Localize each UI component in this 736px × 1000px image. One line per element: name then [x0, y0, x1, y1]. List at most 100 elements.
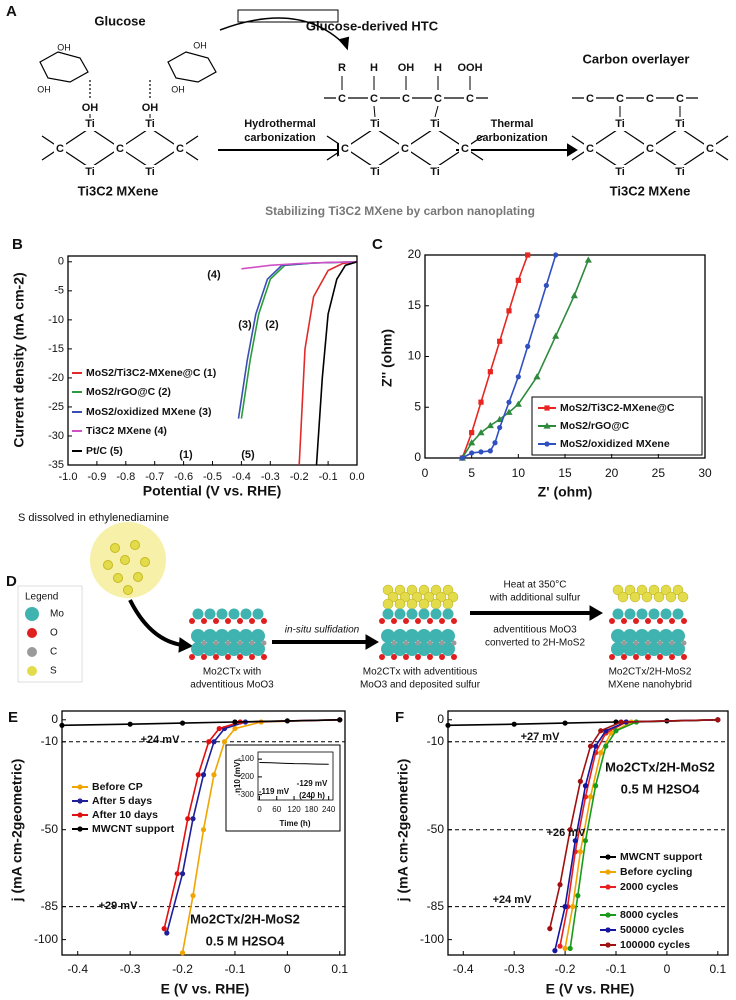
marker [562, 904, 568, 910]
marker [232, 719, 238, 725]
marker [584, 256, 592, 263]
atom-c [213, 640, 219, 646]
x-tick-label: -0.3 [504, 962, 525, 976]
x-tick-label: -0.4 [67, 962, 88, 976]
label: MoO3 and deposited sulfur [360, 680, 481, 691]
label: Ti3C2 MXene [78, 183, 159, 198]
x-tick-label: -0.2 [172, 962, 193, 976]
atom-mo [239, 642, 253, 656]
atom-o [379, 618, 385, 624]
marker [544, 405, 550, 411]
x-tick-label: -0.1 [319, 471, 338, 483]
atom-mo [382, 608, 394, 620]
label: C [586, 93, 594, 105]
atom-o [391, 654, 397, 660]
sulfur-particle [123, 585, 133, 595]
label: Ti3C2 MXene [610, 183, 691, 198]
label: Ti [145, 118, 155, 130]
atom-s [665, 591, 677, 603]
x-tick-label: -0.7 [145, 471, 164, 483]
label: R [338, 62, 346, 74]
annotation: 0.5 M H2SO4 [621, 781, 701, 796]
y-tick-label: 15 [408, 298, 422, 312]
marker [605, 854, 611, 860]
atom-mo [192, 608, 204, 620]
x-tick-label: -0.3 [261, 471, 280, 483]
atom-bg [459, 141, 471, 155]
atom-mo [405, 629, 419, 643]
x-tick-label: -0.1 [225, 962, 246, 976]
x-tick-label: 0.1 [331, 962, 348, 976]
y-tick-label: -50 [427, 822, 445, 836]
y-tick-label: 10 [408, 349, 422, 363]
label: C [370, 93, 378, 105]
atom-o [669, 618, 675, 624]
atom-mo [417, 629, 431, 643]
marker [200, 772, 207, 778]
atom-o [225, 654, 231, 660]
y-tick-label: -30 [48, 430, 64, 442]
marker [486, 421, 494, 429]
marker [487, 369, 493, 375]
label: C [616, 93, 624, 105]
series-line [461, 254, 529, 459]
atom-mo [636, 608, 648, 620]
atom-c [201, 640, 207, 646]
atom-mo [441, 629, 455, 643]
series-line [315, 261, 358, 466]
atom-mo [623, 642, 637, 656]
x-tick-label: -1.0 [59, 471, 78, 483]
atom-s [406, 598, 418, 610]
marker [605, 942, 611, 948]
atom-mo [647, 629, 661, 643]
atom-bg [584, 141, 596, 155]
atom-o [213, 618, 219, 624]
marker [514, 400, 522, 407]
atom-mo [442, 608, 454, 620]
atom-o [657, 654, 663, 660]
atom-bg [174, 141, 186, 155]
legend-label: 100000 cycles [620, 939, 690, 951]
label: Thermal [491, 118, 534, 130]
atom-mo [648, 608, 660, 620]
atom-bg [613, 117, 627, 131]
y-tick-label: -10 [48, 314, 64, 326]
marker [221, 739, 228, 745]
atom-o [633, 618, 639, 624]
marker [469, 430, 475, 436]
atom-c [657, 640, 663, 646]
marker [478, 449, 484, 455]
annotation: +26 mV [547, 827, 586, 839]
x-axis-label: E (V vs. RHE) [546, 981, 635, 997]
marker [603, 743, 609, 749]
y-tick-label: -100 [238, 754, 255, 763]
label: C [461, 143, 469, 155]
atom-mo [227, 642, 241, 656]
label: Mo2CTx with adventitious [363, 667, 478, 678]
atom-c [645, 640, 651, 646]
x-tick-label: -0.9 [87, 471, 106, 483]
sulfur-particle [140, 557, 150, 567]
marker [59, 722, 65, 728]
y-axis-label: η10 (mV) [233, 759, 242, 793]
x-axis-label: Potential (V vs. RHE) [143, 483, 281, 499]
annotation: (240 h) [299, 791, 325, 800]
atom-bg [584, 91, 596, 105]
label: adventitious MoO3 [190, 680, 274, 691]
marker [174, 871, 180, 877]
legend-label: After 5 days [92, 795, 152, 807]
x-axis-label: E (V vs. RHE) [161, 981, 250, 997]
atom-c [621, 640, 627, 646]
atom-mo [216, 608, 228, 620]
atom-o [415, 618, 421, 624]
atom-mo [612, 608, 624, 620]
label: Ti [85, 166, 95, 178]
atom-c [427, 640, 433, 646]
atom-mo [611, 629, 625, 643]
marker [511, 721, 517, 727]
marker [478, 399, 484, 405]
label: with additional sulfur [489, 593, 581, 604]
panel-label: C [372, 236, 383, 253]
x-tick-label: -0.6 [174, 471, 193, 483]
label: Ti [615, 118, 625, 130]
